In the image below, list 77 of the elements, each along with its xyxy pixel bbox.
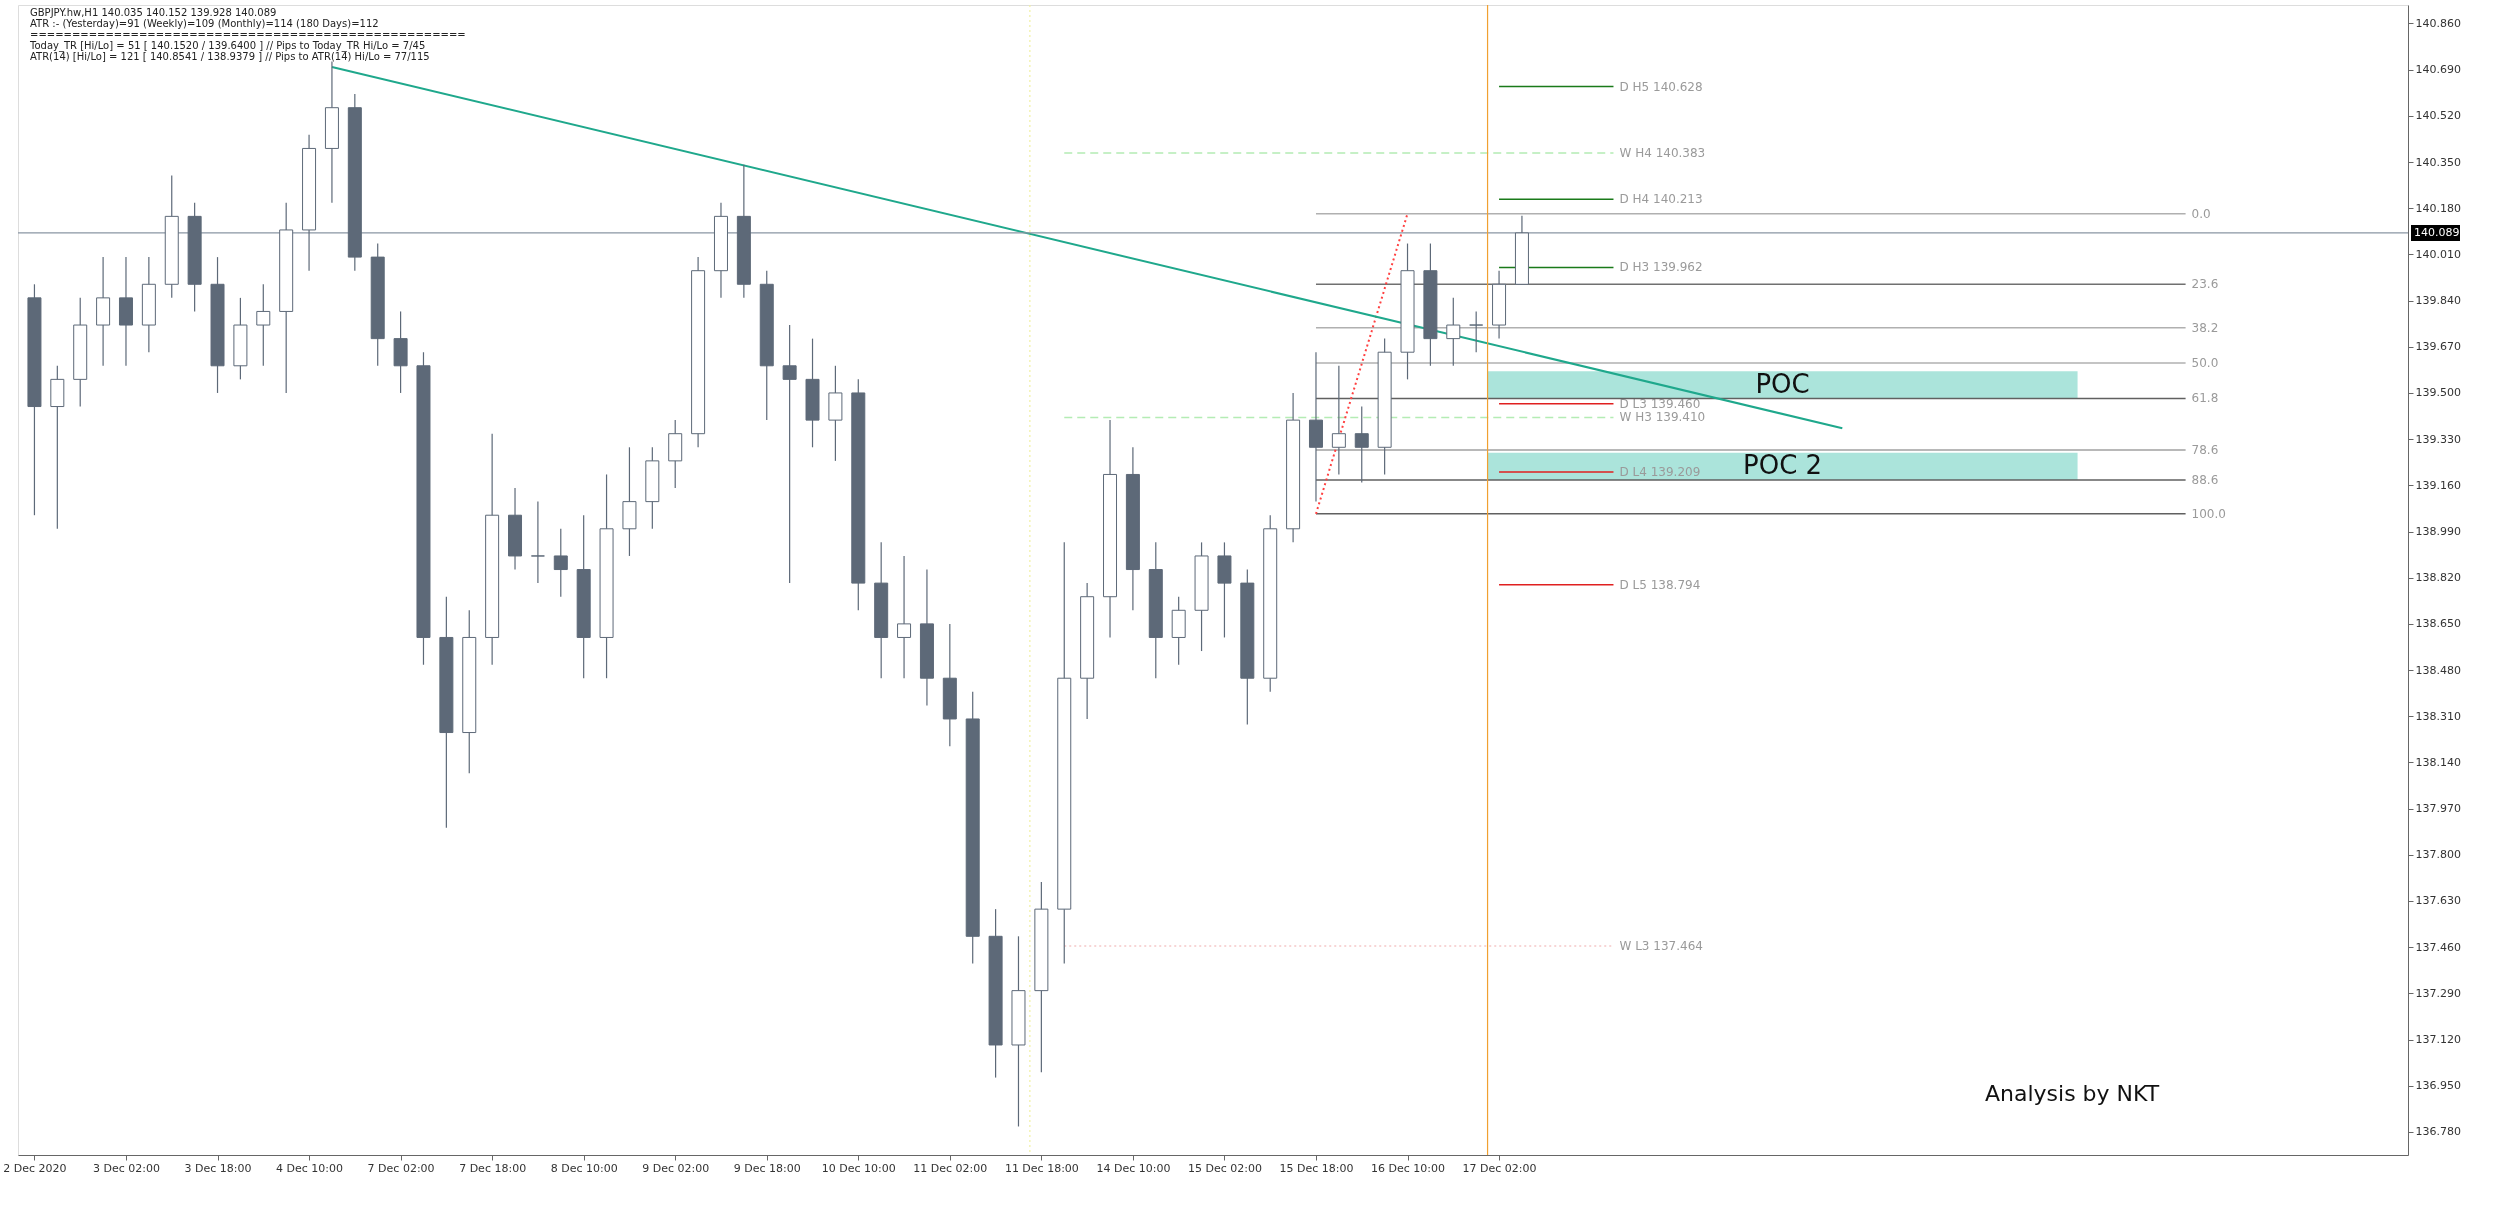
y-tick-label: 139.840 <box>2415 294 2461 308</box>
series-label: 78.6 <box>2191 443 2219 457</box>
y-tick-label: 137.800 <box>2415 848 2461 862</box>
y-tick-label: 138.310 <box>2415 709 2461 723</box>
candlestick <box>1354 405 1369 484</box>
y-tick-label: 139.500 <box>2415 386 2461 400</box>
x-tick-label: 2 Dec 2020 <box>3 1161 67 1175</box>
x-tick-label: 7 Dec 18:00 <box>459 1161 527 1175</box>
x-tick-label: 9 Dec 02:00 <box>642 1161 710 1175</box>
x-tick-label: 10 Dec 10:00 <box>821 1161 896 1175</box>
y-tick-label: 136.780 <box>2415 1125 2461 1139</box>
series-label: W H3 139.410 <box>1619 410 1706 425</box>
y-tick-label: 140.690 <box>2415 63 2461 77</box>
y-tick-label: 140.010 <box>2415 247 2461 261</box>
series-label: 100.0 <box>2191 506 2226 521</box>
x-tick-label: 7 Dec 02:00 <box>367 1161 435 1175</box>
candlestick <box>553 528 568 598</box>
annotation: ATR(14) [Hi/Lo] = 121 [ 140.8541 / 138.9379 ] // Pips to ATR(14) Hi/Lo = 77/115 <box>30 51 430 62</box>
annotation: ==================================================== <box>30 29 466 40</box>
x-tick-label: 11 Dec 02:00 <box>913 1161 988 1175</box>
candlestick <box>256 283 271 367</box>
series-label: 38.2 <box>2191 320 2219 335</box>
candlestick <box>782 324 797 584</box>
series-label: 23.6 <box>2191 277 2219 292</box>
annotation: Analysis by NKT <box>1984 1081 2160 1107</box>
x-tick-label: 16 Dec 10:00 <box>1371 1161 1446 1175</box>
y-tick-label: 140.860 <box>2415 16 2461 30</box>
series-label: D L4 139.209 <box>1619 465 1701 480</box>
series-label: 50.0 <box>2191 356 2219 371</box>
x-tick-label: 15 Dec 18:00 <box>1279 1161 1354 1175</box>
y-tick-label: 138.480 <box>2415 663 2461 677</box>
y-tick-label: 140.180 <box>2415 201 2461 215</box>
x-tick-label: 9 Dec 18:00 <box>733 1161 801 1175</box>
candlestick <box>530 501 545 584</box>
annotation: GBPJPY.hw,H1 140.035 140.152 139.928 140.089 <box>30 7 277 18</box>
y-tick-label: 137.460 <box>2415 940 2461 954</box>
y-tick-label: 137.290 <box>2415 986 2461 1000</box>
y-tick-label: 140.520 <box>2415 109 2461 123</box>
candlestick <box>897 555 912 679</box>
x-tick-label: 17 Dec 02:00 <box>1462 1161 1537 1175</box>
y-tick-label: 138.820 <box>2415 571 2461 585</box>
x-tick-label: 15 Dec 02:00 <box>1187 1161 1262 1175</box>
band-label: POC 2 <box>1743 450 1823 481</box>
x-tick-label: 8 Dec 10:00 <box>550 1161 618 1175</box>
annotation: ATR :- (Yesterday)=91 (Weekly)=109 (Monthly)=114 (180 Days)=112 <box>30 18 379 29</box>
y-tick-label: 137.970 <box>2415 802 2461 816</box>
x-tick-label: 3 Dec 18:00 <box>184 1161 252 1175</box>
x-tick-label: 4 Dec 10:00 <box>276 1161 344 1175</box>
series-label: D L5 138.794 <box>1619 577 1701 592</box>
x-tick-label: 11 Dec 18:00 <box>1004 1161 1079 1175</box>
series-label: 61.8 <box>2191 391 2219 406</box>
series-label: D H3 139.962 <box>1619 260 1703 275</box>
y-tick-label: 139.160 <box>2415 478 2461 492</box>
y-tick-label: 136.950 <box>2415 1079 2461 1093</box>
y-tick-label: 140.350 <box>2415 155 2461 169</box>
y-tick-label: 137.630 <box>2415 894 2461 908</box>
band-label: POC <box>1755 368 1810 399</box>
series-label: D H5 140.628 <box>1619 79 1703 94</box>
series-label: D L3 139.460 <box>1619 396 1701 411</box>
y-tick-label: 138.650 <box>2415 617 2461 631</box>
series-label: W H4 140.383 <box>1619 146 1706 161</box>
ref-line-label: 140.089 <box>2414 225 2460 239</box>
y-tick-label: 139.330 <box>2415 432 2461 446</box>
y-tick-label: 139.670 <box>2415 340 2461 354</box>
y-tick-label: 137.120 <box>2415 1033 2461 1047</box>
y-tick-label: 138.140 <box>2415 755 2461 769</box>
series-label: D H4 140.213 <box>1619 192 1703 207</box>
x-tick-label: 14 Dec 10:00 <box>1096 1161 1171 1175</box>
candlestick <box>1469 310 1484 353</box>
y-tick-label: 138.990 <box>2415 525 2461 539</box>
x-tick-label: 3 Dec 02:00 <box>92 1161 160 1175</box>
series-label: 88.6 <box>2191 472 2219 487</box>
candlestick <box>1446 297 1461 367</box>
candlestick <box>1331 365 1346 476</box>
series-label: W L3 137.464 <box>1619 939 1703 954</box>
series-label: 0.0 <box>2191 206 2211 221</box>
annotation: Today_TR [Hi/Lo] = 51 [ 140.1520 / 139.6400 ] // Pips to Today_TR Hi/Lo = 7/45 <box>29 40 426 52</box>
